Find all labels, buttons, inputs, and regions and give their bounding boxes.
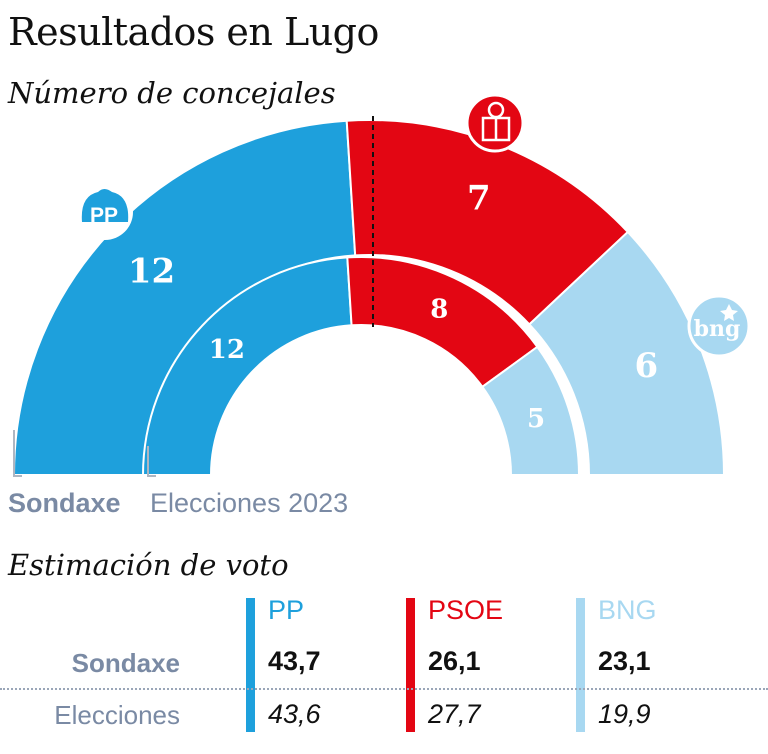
value-sondaxe-psoe: 26,1 bbox=[428, 646, 481, 676]
sondaxe-arc-bng bbox=[527, 230, 726, 476]
page-title: Resultados en Lugo bbox=[8, 10, 379, 54]
sondaxe-seats-pp: 12 bbox=[128, 252, 175, 292]
elecciones-arc-bng bbox=[480, 345, 581, 476]
row-label-sondaxe: Sondaxe bbox=[71, 648, 180, 678]
psoe-rose-logo-icon bbox=[465, 93, 525, 153]
seats-chart: 12 7 6 12 8 5 Sondaxe Elecciones 2023 PP bng bbox=[8, 93, 751, 518]
vote-estimate-title: Estimación de voto bbox=[8, 548, 289, 582]
elecciones-seats-psoe: 8 bbox=[430, 295, 448, 325]
row-divider bbox=[0, 688, 768, 690]
column-header-bng: BNG bbox=[598, 595, 657, 625]
svg-text:PP: PP bbox=[90, 204, 118, 227]
legend-sondaxe: Sondaxe bbox=[8, 488, 121, 518]
sondaxe-seats-psoe: 7 bbox=[467, 179, 491, 219]
svg-text:bng: bng bbox=[694, 316, 741, 342]
legend-elecciones-2023: Elecciones 2023 bbox=[150, 488, 348, 518]
psoe-column-bar bbox=[406, 598, 415, 732]
pp-logo-icon: PP bbox=[77, 184, 133, 240]
value-elecciones-pp: 43,6 bbox=[268, 699, 321, 729]
sondaxe-seats-bng: 6 bbox=[635, 346, 659, 386]
inner-bracket bbox=[147, 446, 156, 477]
value-elecciones-psoe: 27,7 bbox=[428, 699, 481, 729]
column-header-psoe: PSOE bbox=[428, 595, 504, 625]
pp-column-bar bbox=[246, 598, 255, 732]
value-elecciones-bng: 19,9 bbox=[598, 699, 651, 729]
row-label-elecciones: Elecciones bbox=[54, 700, 180, 730]
chart-subtitle: Número de concejales bbox=[8, 76, 336, 110]
value-sondaxe-bng: 23,1 bbox=[598, 646, 651, 676]
value-sondaxe-pp: 43,7 bbox=[268, 646, 321, 676]
elecciones-seats-bng: 5 bbox=[527, 404, 545, 434]
column-header-pp: PP bbox=[268, 595, 305, 625]
bng-column-bar bbox=[576, 598, 585, 732]
outer-bracket bbox=[13, 430, 22, 477]
elecciones-seats-pp: 12 bbox=[209, 335, 245, 365]
bng-logo-icon: bng bbox=[687, 294, 751, 358]
